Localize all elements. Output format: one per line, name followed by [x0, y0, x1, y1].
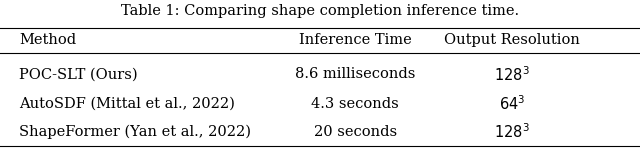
- Text: POC-SLT (Ours): POC-SLT (Ours): [19, 67, 138, 82]
- Text: Inference Time: Inference Time: [299, 33, 412, 47]
- Text: Output Resolution: Output Resolution: [444, 33, 580, 47]
- Text: $\mathrm{128}^{3}$: $\mathrm{128}^{3}$: [494, 122, 530, 141]
- Text: AutoSDF (Mittal et al., 2022): AutoSDF (Mittal et al., 2022): [19, 97, 235, 111]
- Text: $\mathrm{128}^{3}$: $\mathrm{128}^{3}$: [494, 65, 530, 84]
- Text: Table 1: Comparing shape completion inference time.: Table 1: Comparing shape completion infe…: [121, 4, 519, 18]
- Text: 20 seconds: 20 seconds: [314, 125, 397, 139]
- Text: 4.3 seconds: 4.3 seconds: [311, 97, 399, 111]
- Text: ShapeFormer (Yan et al., 2022): ShapeFormer (Yan et al., 2022): [19, 125, 251, 139]
- Text: Method: Method: [19, 33, 76, 47]
- Text: 8.6 milliseconds: 8.6 milliseconds: [295, 67, 415, 82]
- Text: $\mathrm{64}^{3}$: $\mathrm{64}^{3}$: [499, 94, 525, 113]
